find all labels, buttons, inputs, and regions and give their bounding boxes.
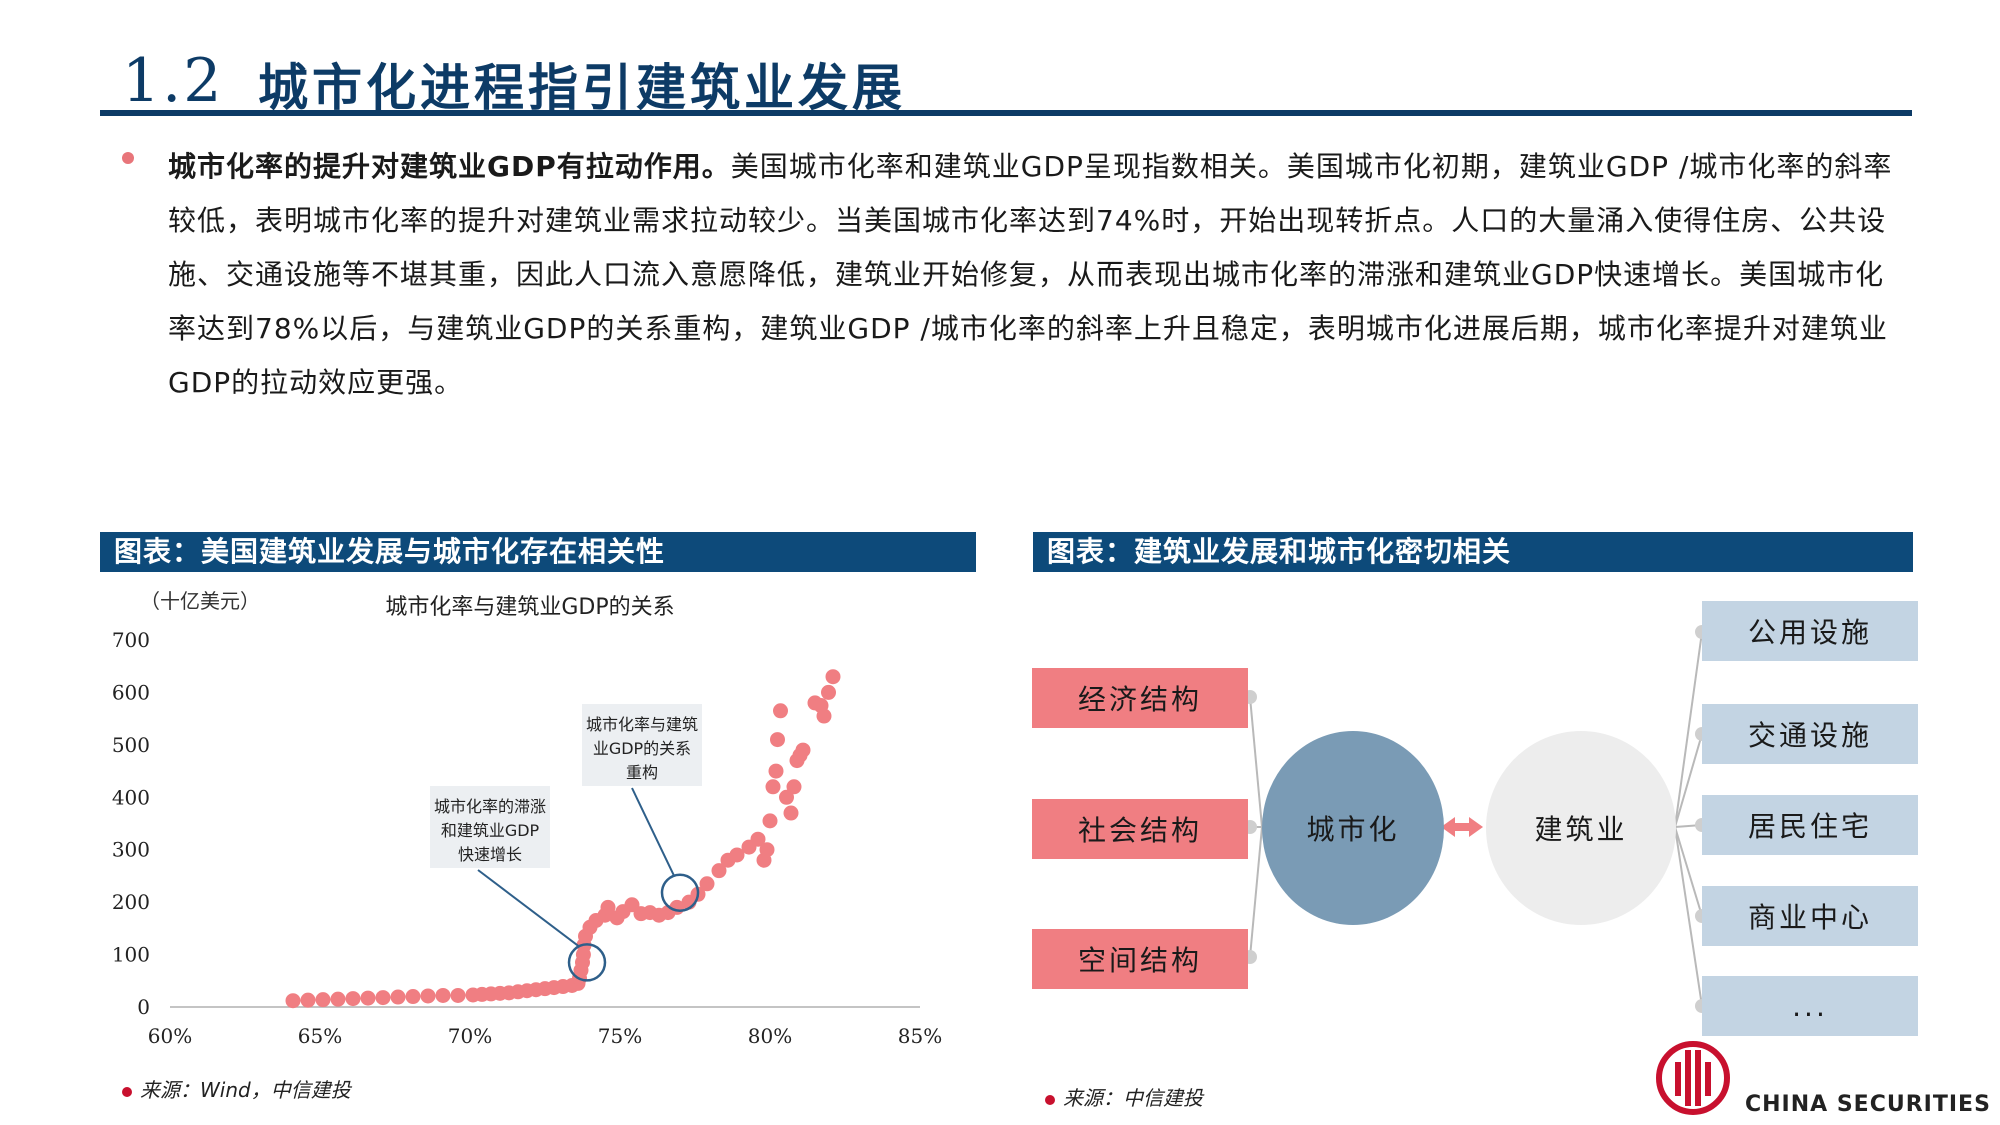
data-point	[729, 847, 745, 863]
x-tick-label: 80%	[748, 1024, 792, 1048]
left-source-text: 来源：Wind，中信建投	[140, 1078, 351, 1102]
annotation-2-text: 重构	[626, 763, 658, 782]
right-source: 来源：中信建投	[1045, 1082, 1203, 1111]
intro-bold: 城市化率的提升对建筑业GDP有拉动作用。	[168, 150, 731, 183]
y-tick-label: 500	[112, 733, 150, 757]
data-point	[375, 990, 391, 1006]
y-tick-label: 300	[112, 838, 150, 862]
data-point	[816, 708, 832, 724]
source-dot	[1045, 1094, 1055, 1105]
data-point	[405, 989, 421, 1005]
data-point	[795, 742, 811, 758]
annotation-2-text: 城市化率与建筑	[586, 715, 698, 734]
box-more: ...	[1702, 976, 1918, 1036]
left-panel-header: 图表：美国建筑业发展与城市化存在相关性	[100, 532, 976, 572]
data-point	[779, 789, 794, 805]
logo-wordmark: CHINA SECURITIES	[1745, 1092, 1991, 1117]
data-point	[285, 993, 301, 1009]
y-tick-label: 0	[137, 995, 150, 1019]
right-panel-header: 图表：建筑业发展和城市化密切相关	[1033, 532, 1913, 572]
annotation-1-leader	[477, 869, 580, 948]
title-divider	[100, 110, 1912, 116]
data-point	[300, 992, 316, 1008]
page-title: 城市化进程指引建筑业发展	[258, 59, 906, 117]
data-point	[390, 989, 406, 1005]
data-point	[330, 991, 346, 1007]
intro-text: 美国城市化率和建筑业GDP呈现指数相关。美国城市化初期，建筑业GDP /城市化率…	[168, 150, 1893, 399]
data-point	[825, 669, 841, 685]
box-economic-structure: 经济结构	[1032, 668, 1248, 728]
box-public-utilities: 公用设施	[1702, 601, 1918, 661]
x-tick-label: 75%	[598, 1024, 642, 1048]
y-tick-label: 600	[112, 680, 150, 704]
y-tick-label: 200	[112, 890, 150, 914]
data-point	[750, 831, 766, 847]
data-point	[821, 684, 836, 700]
data-point	[360, 990, 376, 1006]
annotation-2-leader	[631, 787, 675, 877]
data-point	[770, 732, 785, 748]
box-transport-facilities: 交通设施	[1702, 704, 1918, 764]
y-tick-label: 400	[112, 785, 150, 809]
annotation-circle	[567, 943, 607, 982]
x-tick-label: 65%	[298, 1024, 342, 1048]
data-point	[773, 703, 788, 719]
data-point	[345, 991, 361, 1007]
box-social-structure: 社会结构	[1032, 799, 1248, 859]
y-unit-label: （十亿美元）	[140, 589, 260, 613]
x-tick-label: 85%	[898, 1024, 942, 1048]
box-commercial-center: 商业中心	[1702, 886, 1918, 946]
china-securities-logo-icon	[1656, 1041, 1730, 1115]
scatter-chart: （十亿美元） 城市化率与建筑业GDP的关系 0 100 200 300 400 500 600 7…	[112, 589, 942, 1048]
annotation-1-text: 快速增长	[458, 845, 522, 864]
section-number: 1.2	[122, 46, 224, 116]
annotation-circle	[660, 873, 700, 912]
intro-paragraph: 城市化率的提升对建筑业GDP有拉动作用。美国城市化率和建筑业GDP呈现指数相关。…	[168, 140, 1908, 410]
annotation-2-box	[582, 704, 702, 786]
chart-title: 城市化率与建筑业GDP的关系	[385, 595, 674, 620]
box-spatial-structure: 空间结构	[1032, 929, 1248, 989]
data-point	[768, 763, 784, 779]
data-point	[786, 779, 802, 795]
data-point	[435, 987, 451, 1003]
y-tick-label: 100	[112, 943, 150, 967]
source-dot	[122, 1086, 132, 1097]
data-point	[783, 805, 799, 821]
data-point	[600, 899, 616, 915]
bullet-dot	[122, 152, 134, 164]
annotation-1-box	[430, 786, 550, 868]
data-point	[315, 992, 331, 1008]
circle-urbanization: 城市化	[1262, 731, 1444, 925]
annotation-2-text: 业GDP的关系	[593, 739, 691, 758]
left-source: 来源：Wind，中信建投	[122, 1074, 351, 1103]
x-tick-label: 70%	[448, 1024, 492, 1048]
data-point	[759, 842, 775, 858]
x-tick-label: 60%	[148, 1024, 192, 1048]
data-point	[711, 863, 727, 879]
right-source-text: 来源：中信建投	[1063, 1086, 1203, 1110]
data-point	[420, 988, 436, 1004]
box-residential-housing: 居民住宅	[1702, 795, 1918, 855]
data-point	[762, 813, 778, 829]
data-point	[699, 876, 715, 892]
data-point	[450, 987, 466, 1003]
y-tick-label: 700	[112, 628, 150, 652]
annotation-1-text: 和建筑业GDP	[441, 821, 540, 840]
circle-construction: 建筑业	[1486, 731, 1676, 925]
data-point	[765, 779, 781, 795]
annotation-1-text: 城市化率的滞涨	[434, 797, 546, 816]
